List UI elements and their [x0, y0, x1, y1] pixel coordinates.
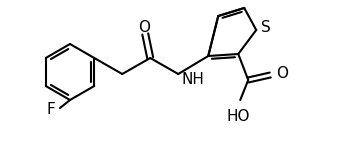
Text: S: S [261, 20, 271, 36]
Text: O: O [138, 19, 150, 35]
Text: O: O [276, 67, 288, 82]
Text: F: F [46, 102, 55, 116]
Text: HO: HO [227, 109, 250, 124]
Text: NH: NH [181, 72, 204, 88]
